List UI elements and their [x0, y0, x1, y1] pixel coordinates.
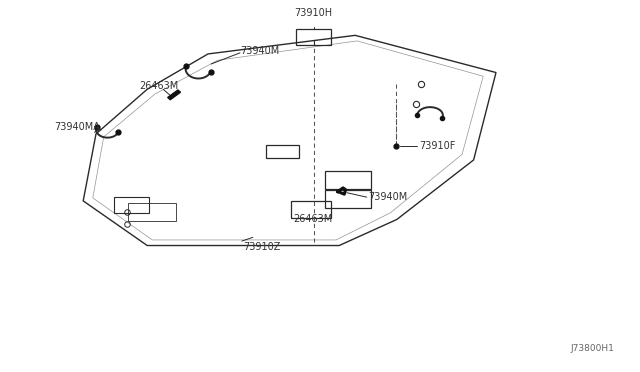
- Polygon shape: [168, 90, 180, 100]
- Text: J73800H1: J73800H1: [570, 344, 614, 353]
- Text: 73940M: 73940M: [240, 46, 279, 56]
- Text: 26463M: 26463M: [293, 214, 332, 224]
- Text: 73910H: 73910H: [294, 8, 333, 18]
- Text: 73910Z: 73910Z: [243, 242, 280, 252]
- Text: 73940MA: 73940MA: [54, 122, 100, 132]
- Text: 26463M: 26463M: [140, 81, 179, 91]
- Text: 73940M: 73940M: [368, 192, 407, 202]
- Text: 73910F: 73910F: [419, 141, 456, 151]
